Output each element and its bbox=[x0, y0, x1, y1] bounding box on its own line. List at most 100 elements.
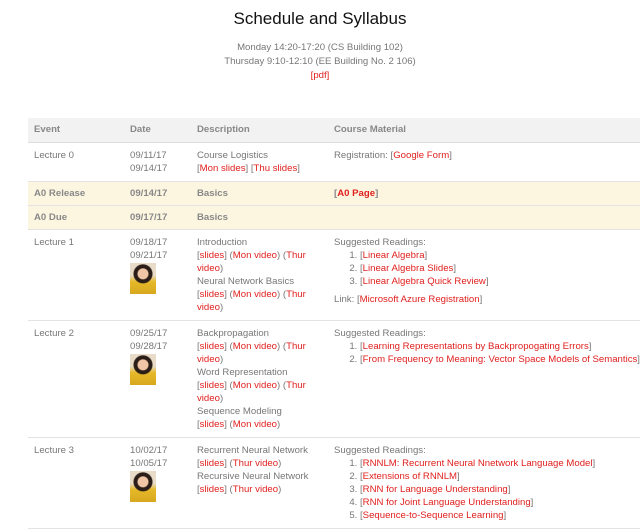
slides-link[interactable]: slides bbox=[199, 249, 225, 261]
date: 09/14/17 bbox=[130, 162, 168, 174]
slides-link[interactable]: slides bbox=[199, 379, 225, 391]
table-row: A0 Due 09/17/17 Basics bbox=[28, 205, 640, 230]
date-cell: 09/11/17 09/14/17 bbox=[124, 142, 191, 182]
event-cell: Lecture 1 bbox=[28, 229, 124, 321]
topic-links: [slides] (Mon video) (Thur video) bbox=[197, 340, 306, 365]
video-link[interactable]: Mon video bbox=[232, 340, 278, 352]
schedule-info: Monday 14:20-17:20 (CS Building 102) Thu… bbox=[0, 41, 640, 83]
date-cell: 09/25/17 09/28/17 bbox=[124, 320, 191, 438]
extra-link-line: Link: [Microsoft Azure Registration] bbox=[334, 293, 483, 305]
date-cell: 09/14/17 bbox=[124, 181, 191, 206]
reading-link[interactable]: Linear Algebra Slides bbox=[362, 262, 454, 274]
page-title: Schedule and Syllabus bbox=[233, 9, 407, 28]
topic-links: [slides] (Mon video) (Thur video) bbox=[197, 379, 306, 404]
topic-title: Word Representation bbox=[197, 366, 288, 378]
material-cell: Suggested Readings:[Learning Representat… bbox=[328, 320, 640, 438]
material-link[interactable]: A0 Page bbox=[337, 187, 376, 199]
date: 09/11/17 bbox=[130, 149, 167, 161]
extra-label: Link: bbox=[334, 293, 357, 305]
reading-item: [Sequence-to-Sequence Learning] bbox=[360, 509, 640, 522]
topic-title: Recurrent Neural Network bbox=[197, 444, 308, 456]
readings-list: [Learning Representations by Backpropoga… bbox=[334, 340, 640, 366]
col-description: Description bbox=[191, 118, 328, 143]
instructor-avatar bbox=[130, 470, 156, 502]
reading-link[interactable]: RNNLM: Recurrent Neural Nnetwork Languag… bbox=[362, 457, 593, 469]
reading-item: [Linear Algebra Quick Review] bbox=[360, 275, 640, 288]
video-link[interactable]: Thur video bbox=[232, 457, 279, 469]
date: 09/28/17 bbox=[130, 340, 168, 352]
video-link[interactable]: Mon video bbox=[232, 288, 278, 300]
readings-list: [Linear Algebra][Linear Algebra Slides][… bbox=[334, 249, 640, 288]
reading-item: [Learning Representations by Backpropoga… bbox=[360, 340, 640, 353]
reading-link[interactable]: RNN for Joint Language Understanding bbox=[362, 496, 531, 508]
topic-title: Course Logistics bbox=[197, 149, 268, 161]
material-cell: Registration: [Google Form] bbox=[328, 142, 640, 182]
slides-link[interactable]: slides bbox=[199, 288, 225, 300]
video-link[interactable]: Mon video bbox=[232, 249, 278, 261]
video-link[interactable]: Mon video bbox=[232, 418, 278, 430]
topic-title: Sequence Modeling bbox=[197, 405, 282, 417]
table-row: Lecture 2 09/25/17 09/28/17 Backpropagation… bbox=[28, 320, 640, 438]
date: 09/17/17 bbox=[130, 211, 168, 223]
date: 09/18/17 bbox=[130, 236, 168, 248]
reading-link[interactable]: Linear Algebra Quick Review bbox=[362, 275, 486, 287]
slides-link[interactable]: Mon slides bbox=[199, 162, 246, 174]
video-link[interactable]: Thur video bbox=[232, 483, 279, 495]
material-label: Registration: bbox=[334, 149, 391, 161]
topic-links: [slides] (Thur video) bbox=[197, 483, 282, 495]
slides-link[interactable]: slides bbox=[199, 418, 225, 430]
topic-title: Backpropagation bbox=[197, 327, 270, 339]
readings-label: Suggested Readings: bbox=[334, 327, 426, 339]
slides-link[interactable]: slides bbox=[199, 340, 225, 352]
video-link[interactable]: Thur video bbox=[197, 249, 306, 274]
date: 09/21/17 bbox=[130, 249, 168, 261]
event-cell: A0 Release bbox=[28, 181, 124, 206]
description-cell: Basics bbox=[191, 205, 328, 230]
reading-link[interactable]: Learning Representations by Backpropogat… bbox=[362, 340, 589, 352]
col-course-material: Course Material bbox=[328, 118, 640, 143]
date-cell: 10/02/17 10/05/17 bbox=[124, 437, 191, 529]
reading-item: [RNN for Language Understanding] bbox=[360, 483, 640, 496]
topic-title: Recursive Neural Network bbox=[197, 470, 309, 482]
event-cell: Lecture 2 bbox=[28, 320, 124, 438]
description-cell: Recurrent Neural Network [slides] (Thur v… bbox=[191, 437, 328, 529]
readings-list: [RNNLM: Recurrent Neural Nnetwork Langua… bbox=[334, 457, 640, 522]
video-link[interactable]: Thur video bbox=[197, 379, 306, 404]
reading-link[interactable]: From Frequency to Meaning: Vector Space … bbox=[362, 353, 638, 365]
reading-item: [RNNLM: Recurrent Neural Nnetwork Langua… bbox=[360, 457, 640, 470]
table-row: A0 Release 09/14/17 Basics [A0 Page] bbox=[28, 181, 640, 206]
instructor-avatar bbox=[130, 353, 156, 385]
azure-registration-link[interactable]: Microsoft Azure Registration bbox=[359, 293, 480, 305]
slides-link[interactable]: slides bbox=[199, 483, 225, 495]
reading-link[interactable]: Extensions of RNNLM bbox=[362, 470, 458, 482]
description-cell: Course Logistics [Mon slides] [Thu slides… bbox=[191, 142, 328, 182]
topic-links: [Mon slides] [Thu slides] bbox=[197, 162, 300, 174]
date-cell: 09/18/17 09/21/17 bbox=[124, 229, 191, 321]
event-cell: A0 Due bbox=[28, 205, 124, 230]
slides-link[interactable]: slides bbox=[199, 457, 225, 469]
reading-item: [RNN for Joint Language Understanding] bbox=[360, 496, 640, 509]
readings-label: Suggested Readings: bbox=[334, 444, 426, 456]
topic-links: [slides] (Thur video) bbox=[197, 457, 282, 469]
reading-item: [Linear Algebra] bbox=[360, 249, 640, 262]
schedule-line: Monday 14:20-17:20 (CS Building 102) bbox=[237, 42, 403, 53]
event-cell: Lecture 3 bbox=[28, 437, 124, 529]
video-link[interactable]: Mon video bbox=[232, 379, 278, 391]
material-cell: [A0 Page] bbox=[328, 181, 640, 206]
material-cell bbox=[328, 205, 640, 230]
video-link[interactable]: Thur video bbox=[197, 288, 306, 313]
reading-link[interactable]: RNN for Language Understanding bbox=[362, 483, 508, 495]
pdf-link[interactable]: pdf bbox=[313, 70, 327, 81]
video-link[interactable]: Thur video bbox=[197, 340, 306, 365]
date: 09/14/17 bbox=[130, 187, 168, 199]
slides-link[interactable]: Thu slides bbox=[253, 162, 298, 174]
col-event: Event bbox=[28, 118, 124, 143]
reading-link[interactable]: Sequence-to-Sequence Learning bbox=[362, 509, 504, 521]
topic-links: [slides] (Mon video) bbox=[197, 418, 281, 430]
description-cell: Basics bbox=[191, 181, 328, 206]
table-row: Lecture 1 09/18/17 09/21/17 Introduction [sl… bbox=[28, 229, 640, 321]
material-link[interactable]: Google Form bbox=[393, 149, 450, 161]
reading-link[interactable]: Linear Algebra bbox=[362, 249, 425, 261]
reading-item: [Extensions of RNNLM] bbox=[360, 470, 640, 483]
reading-item: [Linear Algebra Slides] bbox=[360, 262, 640, 275]
